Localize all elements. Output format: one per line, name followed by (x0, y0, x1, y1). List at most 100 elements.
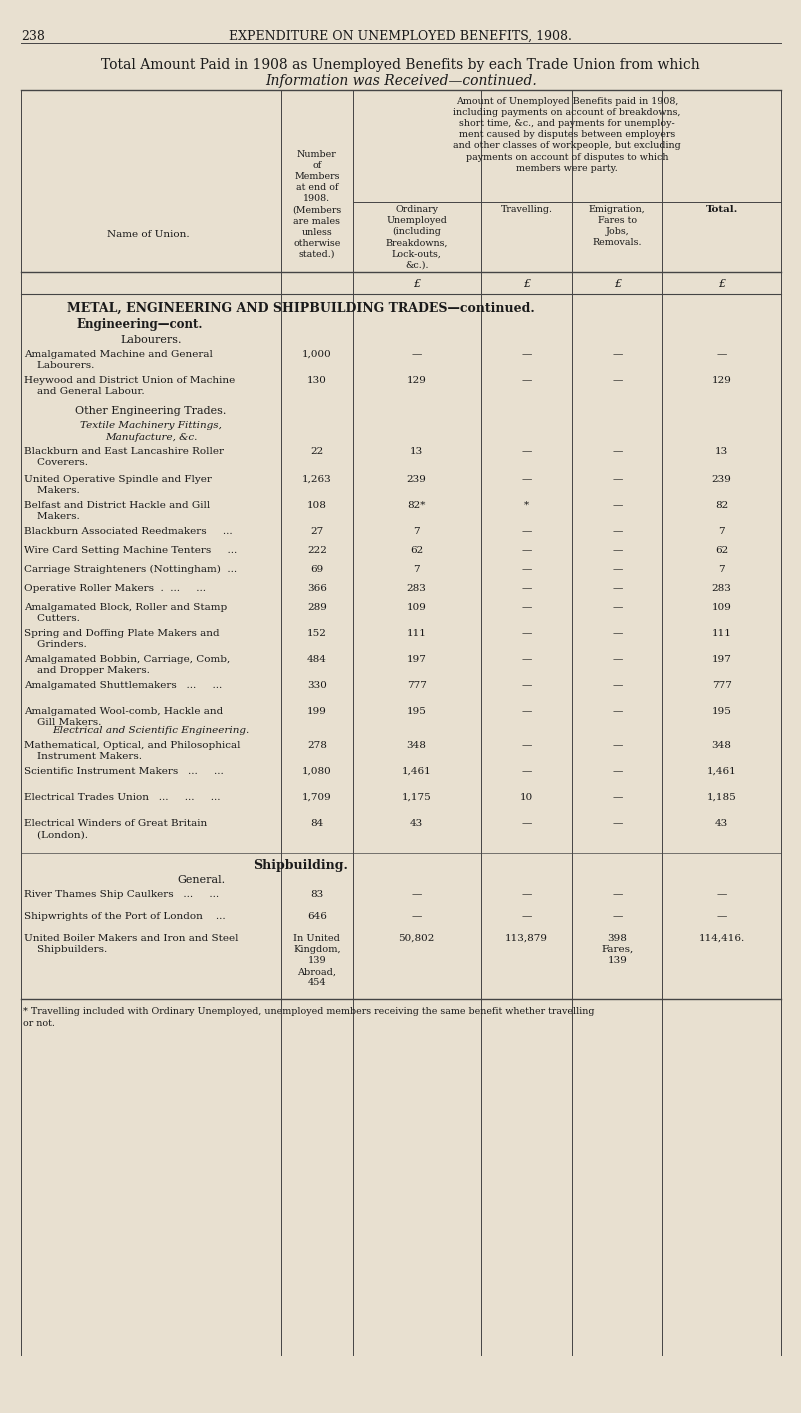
Text: —: — (521, 350, 532, 359)
Text: METAL, ENGINEERING AND SHIPBUILDING TRADES—continued.: METAL, ENGINEERING AND SHIPBUILDING TRAD… (67, 302, 535, 315)
Text: Name of Union.: Name of Union. (107, 230, 189, 239)
Text: 13: 13 (410, 447, 423, 456)
Text: —: — (612, 629, 622, 639)
Text: —: — (612, 656, 622, 664)
Text: —: — (521, 527, 532, 536)
Text: —: — (521, 545, 532, 555)
Text: 82: 82 (715, 502, 728, 510)
Text: 1,000: 1,000 (302, 350, 332, 359)
Text: Manufacture, &c.: Manufacture, &c. (105, 432, 197, 442)
Text: —: — (612, 376, 622, 384)
Text: Scientific Instrument Makers   ...     ...: Scientific Instrument Makers ... ... (24, 767, 224, 776)
Text: Shipbuilding.: Shipbuilding. (253, 859, 348, 872)
Text: 130: 130 (307, 376, 327, 384)
Text: Spring and Doffing Plate Makers and
    Grinders.: Spring and Doffing Plate Makers and Grin… (24, 629, 220, 649)
Text: 62: 62 (410, 545, 423, 555)
Text: 484: 484 (307, 656, 327, 664)
Text: —: — (521, 820, 532, 828)
Text: In United
Kingdom,
139
Abroad,
454: In United Kingdom, 139 Abroad, 454 (293, 934, 340, 988)
Text: —: — (612, 681, 622, 690)
Text: General.: General. (177, 875, 225, 885)
Text: River Thames Ship Caulkers   ...     ...: River Thames Ship Caulkers ... ... (24, 890, 219, 899)
Text: —: — (521, 376, 532, 384)
Text: 195: 195 (712, 706, 731, 716)
Text: Total Amount Paid in 1908 as Unemployed Benefits by each Trade Union from which: Total Amount Paid in 1908 as Unemployed … (101, 58, 700, 72)
Text: Amalgamated Block, Roller and Stamp
    Cutters.: Amalgamated Block, Roller and Stamp Cutt… (24, 603, 227, 623)
Text: 222: 222 (307, 545, 327, 555)
Text: —: — (521, 890, 532, 899)
Text: —: — (521, 767, 532, 776)
Text: —: — (521, 565, 532, 574)
Text: Information was Received—continued.: Information was Received—continued. (265, 73, 537, 88)
Text: 239: 239 (407, 475, 427, 485)
Text: 1,175: 1,175 (402, 793, 432, 803)
Text: 1,263: 1,263 (302, 475, 332, 485)
Text: 82*: 82* (408, 502, 426, 510)
Text: —: — (716, 911, 727, 921)
Text: 111: 111 (407, 629, 427, 639)
Text: —: — (612, 502, 622, 510)
Text: 777: 777 (712, 681, 731, 690)
Text: 197: 197 (407, 656, 427, 664)
Text: Travelling.: Travelling. (501, 205, 553, 213)
Text: 43: 43 (715, 820, 728, 828)
Text: Total.: Total. (706, 205, 738, 213)
Text: Shipwrights of the Port of London    ...: Shipwrights of the Port of London ... (24, 911, 226, 921)
Text: 289: 289 (307, 603, 327, 612)
Text: * Travelling included with Ordinary Unemployed, unemployed members receiving the: * Travelling included with Ordinary Unem… (23, 1007, 595, 1027)
Text: 199: 199 (307, 706, 327, 716)
Text: —: — (612, 545, 622, 555)
Text: —: — (521, 706, 532, 716)
Text: —: — (716, 890, 727, 899)
Text: 50,802: 50,802 (398, 934, 435, 942)
Text: —: — (612, 820, 622, 828)
Text: —: — (412, 890, 422, 899)
Text: 239: 239 (712, 475, 731, 485)
Text: Mathematical, Optical, and Philosophical
    Instrument Makers.: Mathematical, Optical, and Philosophical… (24, 740, 241, 762)
Text: —: — (521, 656, 532, 664)
Text: £: £ (614, 278, 621, 290)
Text: 283: 283 (712, 584, 731, 593)
Text: Amount of Unemployed Benefits paid in 1908,
including payments on account of bre: Amount of Unemployed Benefits paid in 19… (453, 97, 681, 172)
Text: 69: 69 (310, 565, 324, 574)
Text: Other Engineering Trades.: Other Engineering Trades. (75, 406, 227, 415)
Text: 330: 330 (307, 681, 327, 690)
Text: —: — (612, 475, 622, 485)
Text: 1,461: 1,461 (706, 767, 736, 776)
Text: Blackburn Associated Reedmakers     ...: Blackburn Associated Reedmakers ... (24, 527, 233, 536)
Text: —: — (612, 767, 622, 776)
Text: Operative Roller Makers  .  ...     ...: Operative Roller Makers . ... ... (24, 584, 207, 593)
Text: —: — (612, 350, 622, 359)
Text: Heywood and District Union of Machine
    and General Labour.: Heywood and District Union of Machine an… (24, 376, 235, 396)
Text: —: — (612, 740, 622, 750)
Text: Amalgamated Wool-comb, Hackle and
    Gill Makers.: Amalgamated Wool-comb, Hackle and Gill M… (24, 706, 223, 728)
Text: —: — (612, 793, 622, 803)
Text: 1,080: 1,080 (302, 767, 332, 776)
Text: —: — (612, 565, 622, 574)
Text: 283: 283 (407, 584, 427, 593)
Text: 22: 22 (310, 447, 324, 456)
Text: 109: 109 (407, 603, 427, 612)
Text: £: £ (523, 278, 530, 290)
Text: Electrical and Scientific Engineering.: Electrical and Scientific Engineering. (53, 726, 250, 735)
Text: Carriage Straighteners (Nottingham)  ...: Carriage Straighteners (Nottingham) ... (24, 565, 237, 574)
Text: —: — (521, 584, 532, 593)
Text: Labourers.: Labourers. (120, 335, 182, 345)
Text: 109: 109 (712, 603, 731, 612)
Text: £: £ (413, 278, 421, 290)
Text: —: — (521, 629, 532, 639)
Text: —: — (612, 584, 622, 593)
Text: Ordinary
Unemployed
(including
Breakdowns,
Lock-outs,
&c.).: Ordinary Unemployed (including Breakdown… (385, 205, 448, 270)
Text: —: — (716, 350, 727, 359)
Text: —: — (412, 350, 422, 359)
Text: —: — (521, 475, 532, 485)
Text: 13: 13 (715, 447, 728, 456)
Text: 348: 348 (407, 740, 427, 750)
Text: 108: 108 (307, 502, 327, 510)
Text: 10: 10 (520, 793, 533, 803)
Text: —: — (612, 447, 622, 456)
Text: —: — (612, 527, 622, 536)
Text: *: * (524, 502, 529, 510)
Text: Amalgamated Bobbin, Carriage, Comb,
    and Dropper Makers.: Amalgamated Bobbin, Carriage, Comb, and … (24, 656, 231, 675)
Text: —: — (521, 740, 532, 750)
